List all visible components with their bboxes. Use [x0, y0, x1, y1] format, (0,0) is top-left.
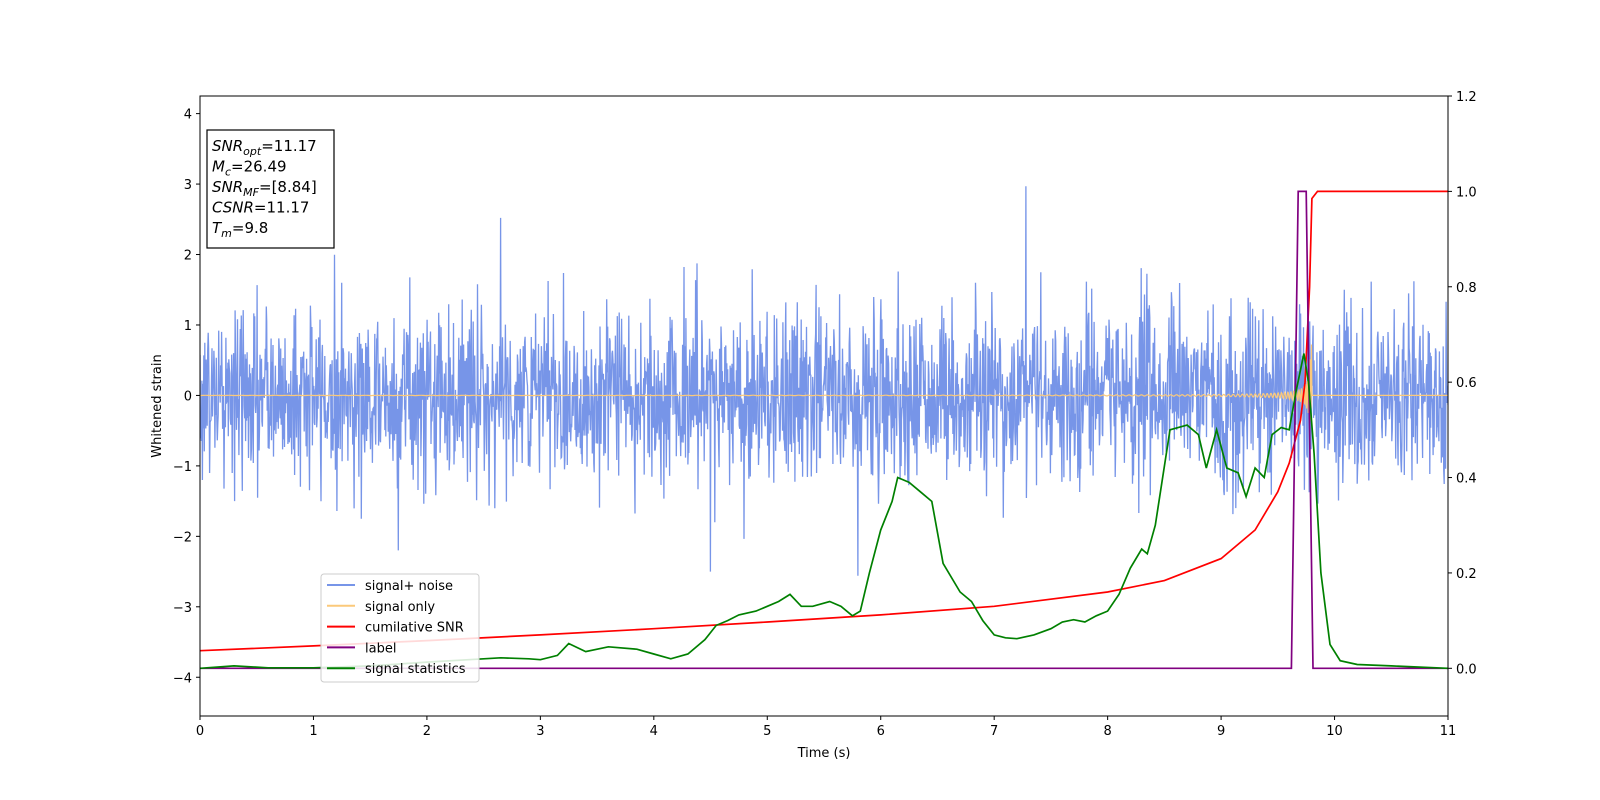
right-y-tick-label: 0.0: [1456, 662, 1477, 677]
x-tick-label: 4: [650, 724, 658, 739]
x-axis-ticks: 0 1 2 3 4 5 6 7 8 9 10 11: [196, 716, 1456, 739]
left-y-tick-label: −4: [173, 671, 192, 686]
legend-signal-noise-label: signal+ noise: [365, 579, 453, 594]
x-axis-label: Time (s): [797, 746, 851, 761]
signal-only-layer: [200, 344, 1448, 422]
annotation-line: SNRMF=[8.84]: [212, 178, 317, 199]
right-y-tick-label: 0.8: [1456, 281, 1477, 296]
y-axis-label: Whitened strain: [150, 354, 165, 457]
right-y-tick-label: 0.6: [1456, 376, 1477, 391]
left-y-tick-label: −3: [173, 601, 192, 616]
x-tick-label: 11: [1440, 724, 1457, 739]
legend-signal-statistics-label: signal statistics: [365, 662, 466, 677]
signal-only-line: [200, 344, 1448, 422]
legend-frame: [320, 573, 480, 683]
left-y-tick-label: 1: [184, 319, 192, 334]
legend-cumulative-snr-label: cumilative SNR: [365, 621, 464, 636]
annotation-line: SNRopt=11.17: [212, 137, 317, 158]
signal-statistics-line: [200, 353, 1448, 670]
legend-label-label: label: [365, 641, 396, 656]
annotation-line: Tm=9.8: [212, 219, 268, 240]
left-y-tick-label: 0: [184, 389, 192, 404]
x-tick-label: 0: [196, 724, 204, 739]
annotation-frame: [206, 129, 335, 249]
signal-noise-line: [200, 186, 1448, 576]
left-y-tick-label: 2: [184, 249, 192, 264]
left-axis-ticks: 4 3 2 1 0 −1 −2 −3 −4: [173, 108, 200, 686]
x-tick-label: 1: [309, 724, 317, 739]
legend: signal+ noise signal only cumilative SNR la…: [320, 573, 480, 683]
left-y-tick-label: 4: [184, 108, 192, 123]
left-y-tick-label: −1: [173, 460, 192, 475]
annotation-line: CSNR=11.17: [212, 199, 309, 217]
plot-frame: [199, 95, 1449, 717]
left-y-tick-label: 3: [184, 178, 192, 193]
x-tick-label: 9: [1217, 724, 1225, 739]
label-line: [200, 190, 1448, 670]
x-tick-label: 10: [1326, 724, 1343, 739]
left-y-tick-label: −2: [173, 530, 192, 545]
cumulative-snr-line: [200, 190, 1448, 652]
right-y-tick-label: 0.2: [1456, 567, 1477, 582]
annotation-line: Mc=26.49: [212, 158, 287, 179]
plot-area: [200, 186, 1448, 670]
right-axis-ticks: 1.2 1.0 0.8 0.6 0.4 0.2 0.0: [1448, 90, 1477, 677]
x-tick-label: 6: [877, 724, 885, 739]
annotation-box: SNRopt=11.17Mc=26.49SNRMF=[8.84]CSNR=11.…: [206, 129, 335, 249]
x-tick-label: 3: [536, 724, 544, 739]
right-y-tick-label: 1.2: [1456, 90, 1477, 105]
right-y-tick-label: 1.0: [1456, 185, 1477, 200]
legend-signal-only-label: signal only: [365, 600, 435, 615]
x-tick-label: 8: [1103, 724, 1111, 739]
x-tick-label: 2: [423, 724, 431, 739]
x-tick-label: 5: [763, 724, 771, 739]
right-y-tick-label: 0.4: [1456, 472, 1477, 487]
signal-noise-layer: [200, 186, 1448, 576]
x-tick-label: 7: [990, 724, 998, 739]
right-axis-series-layer: [200, 190, 1448, 670]
